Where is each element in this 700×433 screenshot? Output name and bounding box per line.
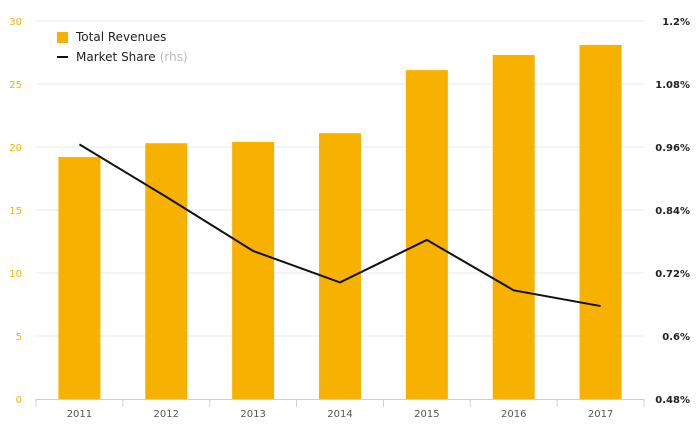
- market-share-line-group: [78, 143, 601, 308]
- legend-swatch-line: [57, 56, 68, 58]
- left-axis-tick-label: 20: [9, 143, 22, 154]
- left-axis-tick-label: 5: [16, 332, 22, 343]
- left-axis-tick-label: 25: [9, 80, 22, 91]
- bar-2011: [58, 157, 101, 399]
- legend-label-rhs-note: (rhs): [159, 50, 188, 64]
- right-axis-tick-label: 0.48%: [655, 395, 690, 406]
- legend-label-total-revenues: Total Revenues: [76, 30, 167, 44]
- left-axis-tick-label: 30: [9, 17, 22, 28]
- x-axis-tick-label: 2017: [588, 409, 613, 420]
- bar-2013: [232, 141, 275, 399]
- axes: 0 0.48% 5 0.6% 10 0.72% 15 0.84% 20 0.96% 25 1.08% 3…: [9, 17, 690, 420]
- x-axis-tick-label: 2016: [501, 409, 526, 420]
- right-axis-tick-label: 0.6%: [662, 332, 690, 343]
- right-axis-tick-label: 0.96%: [655, 143, 690, 154]
- legend-label-market-share: Market Share: [76, 50, 156, 64]
- x-axis-tick-label: 2013: [240, 409, 265, 420]
- legend: Total Revenues Market Share (rhs): [57, 27, 188, 67]
- right-axis-tick-label: 0.84%: [655, 206, 690, 217]
- right-axis-tick-label: 1.08%: [655, 80, 690, 91]
- right-axis-tick-label: 1.2%: [662, 17, 690, 28]
- left-axis-tick-label: 0: [16, 395, 22, 406]
- x-axis-tick-label: 2012: [154, 409, 179, 420]
- legend-swatch-bar: [57, 31, 68, 43]
- bar-2014: [319, 133, 361, 399]
- bar-2017: [579, 44, 622, 399]
- x-axis-tick-label: 2011: [67, 409, 92, 420]
- right-axis-tick-label: 0.72%: [655, 269, 690, 280]
- legend-item-market-share: Market Share (rhs): [57, 47, 188, 67]
- left-axis-tick-label: 15: [9, 206, 22, 217]
- x-axis-tick-label: 2014: [327, 409, 352, 420]
- left-axis-tick-label: 10: [9, 269, 22, 280]
- legend-item-total-revenues: Total Revenues: [57, 27, 188, 47]
- bar-2016: [492, 55, 535, 400]
- bar-2015: [405, 70, 448, 399]
- bar-2012: [145, 143, 188, 399]
- revenue-bars: [58, 44, 622, 400]
- x-axis-tick-label: 2015: [414, 409, 439, 420]
